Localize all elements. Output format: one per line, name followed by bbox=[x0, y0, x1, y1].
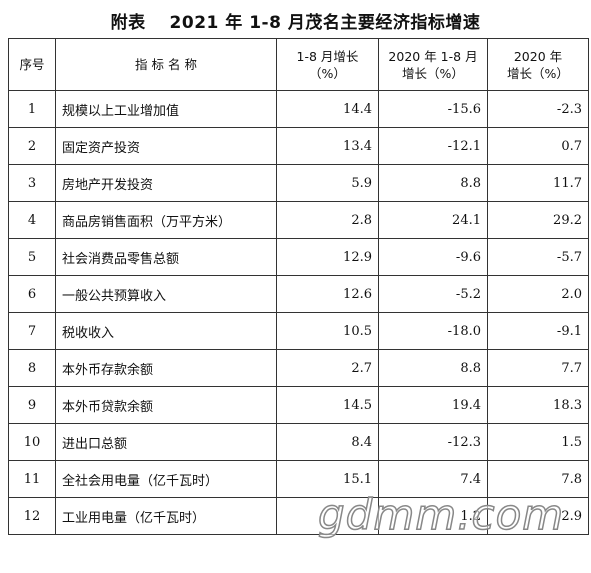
table-cell: 10.5 bbox=[276, 312, 379, 350]
table-cell: -5.2 bbox=[378, 275, 488, 313]
table-cell: 2.8 bbox=[276, 201, 379, 239]
table-cell: 商品房销售面积（万平方米） bbox=[55, 201, 277, 239]
title: 附表 2021 年 1-8 月茂名主要经济指标增速 bbox=[110, 13, 481, 33]
table-cell: -9.1 bbox=[487, 312, 589, 350]
header-text: 1-8 月增长 bbox=[296, 48, 359, 64]
table-cell: -18.0 bbox=[378, 312, 488, 350]
header-text: 增长（%） bbox=[507, 65, 569, 81]
table-cell: 12.9 bbox=[276, 238, 379, 276]
table-row: 8 本外币存款余额 2.7 8.8 7.7 bbox=[8, 349, 589, 387]
table-cell: 11.7 bbox=[487, 164, 589, 202]
table-cell: 24.1 bbox=[378, 201, 488, 239]
table-cell: 社会消费品零售总额 bbox=[55, 238, 277, 276]
table-row: 1 规模以上工业增加值 14.4 -15.6 -2.3 bbox=[8, 90, 589, 128]
table-row: 11 全社会用电量（亿千瓦时） 15.1 7.4 7.8 bbox=[8, 460, 589, 498]
indicator-table: 序号指 标 名 称 1-8 月增长 （%） 2020 年 1-8 月增长（%） 2020… bbox=[8, 38, 589, 535]
table-cell: 2 bbox=[8, 127, 56, 165]
table-row: 12 工业用电量（亿千瓦时） 1.2 2.9 bbox=[8, 497, 589, 535]
header-text: 增长（%） bbox=[402, 65, 464, 81]
header-text: 2020 年 1-8 月 bbox=[388, 48, 478, 64]
table-cell: -5.7 bbox=[487, 238, 589, 276]
header-cell: 指 标 名 称 bbox=[55, 38, 277, 91]
table-cell: -12.3 bbox=[378, 423, 488, 461]
header-text: （%） bbox=[309, 65, 346, 81]
table-cell: 进出口总额 bbox=[55, 423, 277, 461]
header-cell: 2020 年 1-8 月增长（%） bbox=[378, 38, 488, 91]
table-cell: 4 bbox=[8, 201, 56, 239]
table-cell: 固定资产投资 bbox=[55, 127, 277, 165]
table-cell: 工业用电量（亿千瓦时） bbox=[55, 497, 277, 535]
table-cell: 房地产开发投资 bbox=[55, 164, 277, 202]
table-cell: 7.4 bbox=[378, 460, 488, 498]
table-cell: 7.8 bbox=[487, 460, 589, 498]
header-cell: 1-8 月增长 （%） bbox=[276, 38, 379, 91]
table-cell: 规模以上工业增加值 bbox=[55, 90, 277, 128]
header-text: 2020 年 bbox=[513, 48, 563, 64]
table-cell: 1 bbox=[8, 90, 56, 128]
table-cell: 7.7 bbox=[487, 349, 589, 387]
table-cell: 11 bbox=[8, 460, 56, 498]
table-cell: 本外币贷款余额 bbox=[55, 386, 277, 424]
table-cell: -2.3 bbox=[487, 90, 589, 128]
table-cell: 全社会用电量（亿千瓦时） bbox=[55, 460, 277, 498]
table-cell: 2.7 bbox=[276, 349, 379, 387]
table-cell: 2.9 bbox=[487, 497, 589, 535]
table-cell: 14.4 bbox=[276, 90, 379, 128]
watermark: gdmm.com bbox=[317, 489, 565, 540]
table-row: 5 社会消费品零售总额 12.9 -9.6 -5.7 bbox=[8, 238, 589, 276]
header-cell: 序号 bbox=[8, 38, 56, 91]
table-cell: -9.6 bbox=[378, 238, 488, 276]
table-cell: 29.2 bbox=[487, 201, 589, 239]
table-row: 7 税收收入 10.5 -18.0 -9.1 bbox=[8, 312, 589, 350]
table-cell: 13.4 bbox=[276, 127, 379, 165]
table-row: 2 固定资产投资 13.4 -12.1 0.7 bbox=[8, 127, 589, 165]
table-cell: 8 bbox=[8, 349, 56, 387]
table-cell: -12.1 bbox=[378, 127, 488, 165]
table-cell: 10 bbox=[8, 423, 56, 461]
table-cell: 14.5 bbox=[276, 386, 379, 424]
table-cell: 3 bbox=[8, 164, 56, 202]
table-row: 3 房地产开发投资 5.9 8.8 11.7 bbox=[8, 164, 589, 202]
table-row: 10 进出口总额 8.4 -12.3 1.5 bbox=[8, 423, 589, 461]
table-cell: 12.6 bbox=[276, 275, 379, 313]
table-cell: 8.8 bbox=[378, 349, 488, 387]
header-cell: 2020 年增长（%） bbox=[487, 38, 589, 91]
table-cell: 6 bbox=[8, 275, 56, 313]
table-cell: 18.3 bbox=[487, 386, 589, 424]
table-cell: 7 bbox=[8, 312, 56, 350]
table-cell: 12 bbox=[8, 497, 56, 535]
table-cell: 本外币存款余额 bbox=[55, 349, 277, 387]
header-row: 序号指 标 名 称 1-8 月增长 （%） 2020 年 1-8 月增长（%） 2020… bbox=[8, 38, 589, 91]
table-cell: 0.7 bbox=[487, 127, 589, 165]
table-cell: 一般公共预算收入 bbox=[55, 275, 277, 313]
table-cell: 5.9 bbox=[276, 164, 379, 202]
table-cell: 5 bbox=[8, 238, 56, 276]
table-cell: -15.6 bbox=[378, 90, 488, 128]
table-cell: 19.4 bbox=[378, 386, 488, 424]
table-cell: 税收收入 bbox=[55, 312, 277, 350]
table-row: 9 本外币贷款余额 14.5 19.4 18.3 bbox=[8, 386, 589, 424]
table-cell: 2.0 bbox=[487, 275, 589, 313]
table-cell bbox=[276, 497, 379, 535]
header-text: 序号 bbox=[19, 57, 45, 72]
table-cell: 9 bbox=[8, 386, 56, 424]
table-row: 6 一般公共预算收入 12.6 -5.2 2.0 bbox=[8, 275, 589, 313]
table-cell: 8.8 bbox=[378, 164, 488, 202]
table-body: 1 规模以上工业增加值 14.4 -15.6 -2.3 2 固定资产投资 13.4 -12.1 0… bbox=[8, 90, 589, 535]
table-cell: 1.5 bbox=[487, 423, 589, 461]
table-row: 4 商品房销售面积（万平方米） 2.8 24.1 29.2 bbox=[8, 201, 589, 239]
table-cell: 8.4 bbox=[276, 423, 379, 461]
header-text: 指 标 名 称 bbox=[135, 57, 197, 72]
